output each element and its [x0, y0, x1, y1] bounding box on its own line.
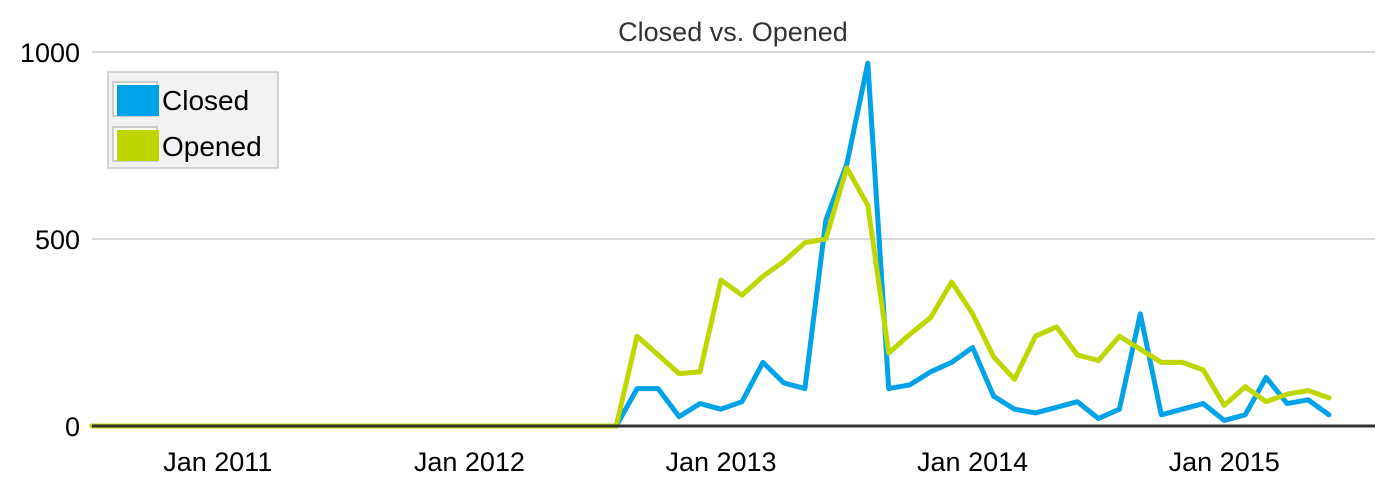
chart-title: Closed vs. Opened [618, 17, 848, 47]
x-tick-label: Jan 2012 [414, 447, 525, 477]
legend-item-closed[interactable]: Closed [112, 81, 249, 117]
legend-item-opened[interactable]: Opened [112, 126, 262, 162]
x-tick-label: Jan 2014 [917, 447, 1028, 477]
y-tick-label: 500 [35, 225, 80, 255]
series-line-opened [89, 165, 1332, 429]
legend-label-closed: Closed [162, 85, 249, 116]
legend-swatch-opened-fill [117, 130, 159, 161]
grid-lines [92, 51, 1375, 240]
y-tick-label: 0 [65, 412, 80, 442]
legend-label-opened: Opened [162, 131, 262, 162]
legend[interactable]: Closed Opened [107, 71, 279, 169]
axes: 0 500 1000 Jan 2011 Jan 2012 Jan 2013 Jan 2014… [20, 38, 1375, 477]
x-tick-label: Jan 2011 [163, 447, 272, 477]
x-tick-label: Jan 2013 [665, 447, 776, 477]
y-tick-label: 1000 [20, 38, 80, 68]
x-tick-label: Jan 2015 [1169, 447, 1280, 477]
legend-swatch-closed-fill [117, 85, 159, 116]
